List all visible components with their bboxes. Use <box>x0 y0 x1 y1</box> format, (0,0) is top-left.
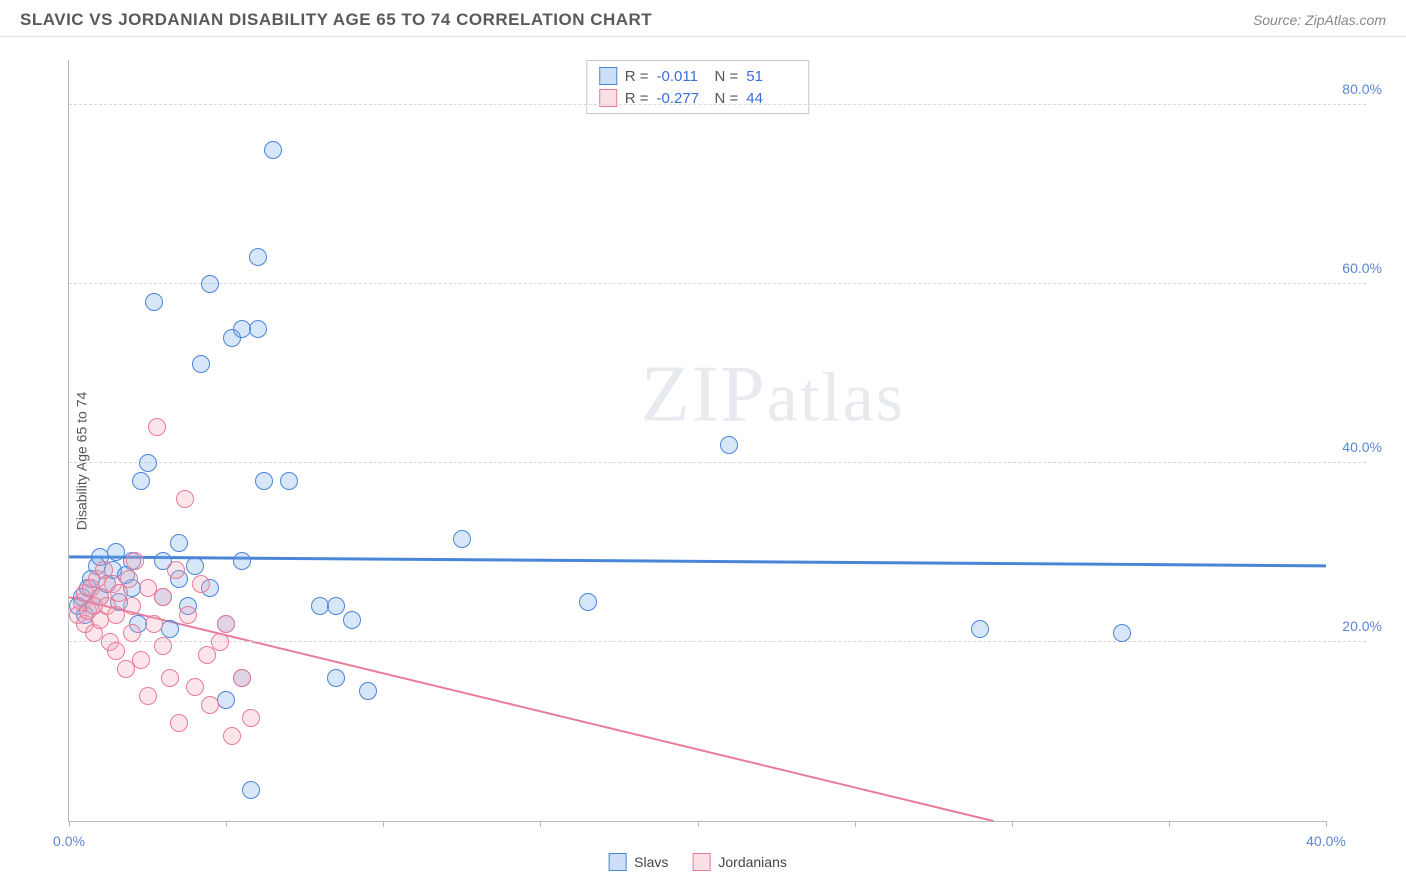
data-point <box>139 454 157 472</box>
data-point <box>223 727 241 745</box>
data-point <box>201 275 219 293</box>
data-point <box>154 637 172 655</box>
plot-region: ZIPatlas R =-0.011N =51R =-0.277N =44 Sl… <box>68 60 1326 822</box>
data-point <box>343 611 361 629</box>
legend-label: Slavs <box>634 854 668 870</box>
x-tick-label: 40.0% <box>1306 833 1346 849</box>
data-point <box>126 552 144 570</box>
y-tick-label: 20.0% <box>1342 618 1382 634</box>
data-point <box>120 570 138 588</box>
y-tick-label: 80.0% <box>1342 81 1382 97</box>
data-point <box>255 472 273 490</box>
data-point <box>139 687 157 705</box>
data-point <box>211 633 229 651</box>
data-point <box>161 669 179 687</box>
chart-title: SLAVIC VS JORDANIAN DISABILITY AGE 65 TO… <box>20 10 652 30</box>
data-point <box>201 696 219 714</box>
data-point <box>186 557 204 575</box>
legend-item: Slavs <box>608 853 668 871</box>
x-tick <box>855 821 856 827</box>
stats-row: R = -0.011 N = 51 <box>599 65 797 87</box>
correlation-stats-box: R = -0.011 N = 51 R =-0.277N =44 <box>586 60 810 114</box>
stat-r-label: R = <box>625 68 649 85</box>
gridline <box>69 462 1366 463</box>
chart-area: Disability Age 65 to 74 ZIPatlas R =-0.0… <box>20 50 1386 872</box>
data-point <box>123 624 141 642</box>
data-point <box>720 436 738 454</box>
data-point <box>453 530 471 548</box>
data-point <box>145 615 163 633</box>
gridline <box>69 104 1366 105</box>
legend-swatch <box>608 853 626 871</box>
data-point <box>1113 624 1131 642</box>
data-point <box>233 552 251 570</box>
y-tick-label: 40.0% <box>1342 439 1382 455</box>
chart-header: SLAVIC VS JORDANIAN DISABILITY AGE 65 TO… <box>0 0 1406 37</box>
data-point <box>145 293 163 311</box>
data-point <box>249 320 267 338</box>
data-point <box>132 651 150 669</box>
data-point <box>154 588 172 606</box>
x-tick <box>540 821 541 827</box>
data-point <box>170 714 188 732</box>
data-point <box>148 418 166 436</box>
data-point <box>167 561 185 579</box>
stats-row: R =-0.277N =44 <box>599 87 797 109</box>
data-point <box>176 490 194 508</box>
data-point <box>327 669 345 687</box>
data-point <box>186 678 204 696</box>
stat-n-value: 51 <box>746 68 796 85</box>
data-point <box>280 472 298 490</box>
data-point <box>233 669 251 687</box>
x-tick <box>1012 821 1013 827</box>
legend-swatch <box>692 853 710 871</box>
data-point <box>192 355 210 373</box>
data-point <box>179 606 197 624</box>
data-point <box>249 248 267 266</box>
data-point <box>192 575 210 593</box>
x-tick <box>1326 821 1327 827</box>
data-point <box>359 682 377 700</box>
legend-label: Jordanians <box>718 854 787 870</box>
data-point <box>107 642 125 660</box>
data-point <box>242 709 260 727</box>
gridline <box>69 283 1366 284</box>
data-point <box>971 620 989 638</box>
gridline <box>69 641 1366 642</box>
data-point <box>327 597 345 615</box>
data-point <box>132 472 150 490</box>
x-tick <box>226 821 227 827</box>
source-attribution: Source: ZipAtlas.com <box>1253 12 1386 28</box>
data-point <box>123 597 141 615</box>
stat-r-value: -0.011 <box>657 68 707 85</box>
stat-n-label: N = <box>715 68 739 85</box>
x-tick <box>1169 821 1170 827</box>
trend-lines <box>69 60 1326 821</box>
data-point <box>161 620 179 638</box>
data-point <box>579 593 597 611</box>
series-swatch <box>599 67 617 85</box>
x-tick <box>383 821 384 827</box>
x-tick <box>698 821 699 827</box>
x-tick-label: 0.0% <box>53 833 85 849</box>
data-point <box>217 615 235 633</box>
y-tick-label: 60.0% <box>1342 260 1382 276</box>
data-point <box>264 141 282 159</box>
data-point <box>217 691 235 709</box>
x-tick <box>69 821 70 827</box>
data-point <box>242 781 260 799</box>
series-legend: Slavs Jordanians <box>608 853 787 871</box>
data-point <box>170 534 188 552</box>
watermark: ZIPatlas <box>641 349 905 440</box>
legend-item: Jordanians <box>692 853 787 871</box>
